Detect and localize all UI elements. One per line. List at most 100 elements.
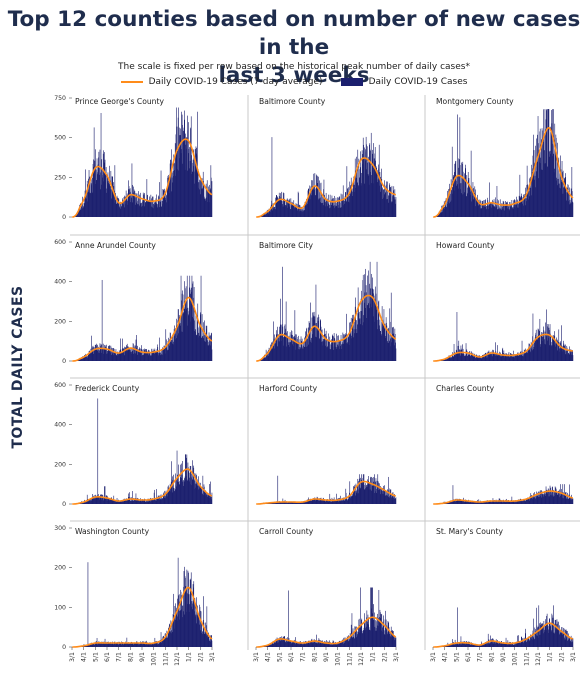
daily-case-bar xyxy=(325,192,327,217)
daily-case-bar xyxy=(503,642,504,647)
daily-case-bar xyxy=(152,498,153,504)
daily-case-bar xyxy=(493,500,494,504)
daily-case-bar xyxy=(156,643,157,647)
daily-case-bar xyxy=(306,643,308,647)
daily-case-bar xyxy=(549,626,551,647)
daily-case-bar xyxy=(200,314,201,361)
daily-case-bar xyxy=(482,203,483,217)
daily-case-bar xyxy=(537,496,539,504)
daily-case-bar xyxy=(482,200,484,217)
daily-case-bar xyxy=(191,485,193,504)
daily-case-bar xyxy=(394,493,395,504)
daily-case-bar xyxy=(123,349,124,361)
daily-case-bar xyxy=(509,355,510,361)
daily-case-bar xyxy=(124,498,125,504)
daily-case-bar xyxy=(509,357,510,361)
daily-case-bar xyxy=(382,489,384,504)
daily-case-bar xyxy=(530,493,532,504)
daily-case-bar xyxy=(277,642,279,647)
daily-case-bar xyxy=(486,644,487,647)
daily-case-bar xyxy=(521,501,522,504)
daily-case-bar xyxy=(208,632,209,647)
x-tick-label: 6/1 xyxy=(288,652,295,662)
daily-case-bar xyxy=(452,356,454,361)
daily-case-bar xyxy=(184,481,185,504)
daily-case-bar xyxy=(515,641,517,647)
daily-case-bar xyxy=(559,351,560,361)
daily-case-bar xyxy=(395,497,397,504)
daily-case-bar xyxy=(533,618,534,647)
daily-case-bar xyxy=(508,642,509,647)
daily-case-bar xyxy=(136,498,138,504)
daily-case-bar xyxy=(522,499,524,504)
daily-case-bar xyxy=(194,483,196,504)
daily-case-bar xyxy=(494,206,496,217)
daily-case-bar xyxy=(570,188,572,217)
daily-case-bar xyxy=(357,149,359,217)
daily-case-bar xyxy=(200,312,201,361)
daily-case-bar xyxy=(530,346,531,361)
daily-case-bar xyxy=(353,636,355,647)
daily-case-bar xyxy=(115,349,117,361)
daily-case-bar xyxy=(192,609,193,647)
daily-case-bar xyxy=(273,206,275,217)
daily-case-bar xyxy=(484,353,485,361)
daily-case-bar xyxy=(292,203,293,217)
x-tick-label: 2/1 xyxy=(197,652,204,662)
daily-case-bar xyxy=(559,634,561,647)
daily-case-bar xyxy=(563,492,564,504)
daily-case-bar xyxy=(298,206,300,217)
daily-case-bar xyxy=(505,355,506,361)
daily-case-bar xyxy=(504,203,506,217)
daily-case-bar xyxy=(362,137,364,217)
daily-case-bar xyxy=(169,490,171,504)
daily-case-bar xyxy=(378,617,380,647)
daily-case-bar xyxy=(353,638,355,647)
daily-case-bar xyxy=(566,192,567,217)
daily-case-bar xyxy=(149,196,150,217)
daily-case-bar xyxy=(386,325,388,361)
daily-case-bar xyxy=(156,640,157,647)
daily-case-bar xyxy=(485,502,487,504)
daily-case-bar xyxy=(177,309,179,361)
daily-case-bar xyxy=(375,620,376,647)
daily-case-bar xyxy=(149,642,150,647)
daily-case-bar xyxy=(99,353,100,361)
daily-case-bar xyxy=(320,320,321,361)
daily-case-bar xyxy=(506,202,508,217)
daily-case-bar xyxy=(548,496,549,504)
daily-case-bar xyxy=(182,290,183,361)
daily-case-bar xyxy=(116,502,117,504)
daily-case-bar xyxy=(162,347,163,361)
daily-case-bar xyxy=(495,206,497,217)
daily-case-bar xyxy=(120,208,121,217)
daily-case-bar xyxy=(474,644,476,647)
daily-case-bar xyxy=(171,177,173,217)
daily-case-bar xyxy=(517,500,519,504)
daily-case-bar xyxy=(481,208,482,217)
daily-case-bar xyxy=(490,639,492,647)
daily-case-bar xyxy=(108,345,110,361)
daily-case-bar xyxy=(120,643,122,647)
daily-case-bar xyxy=(110,499,111,504)
daily-case-bar xyxy=(316,184,317,217)
daily-case-bar xyxy=(362,280,364,361)
daily-case-bar xyxy=(340,642,342,647)
daily-case-bar xyxy=(132,643,134,647)
daily-case-bar xyxy=(154,202,155,217)
daily-case-bar xyxy=(557,621,559,647)
daily-case-bar xyxy=(567,639,569,647)
daily-case-bar xyxy=(331,344,333,361)
daily-case-bar xyxy=(282,326,284,361)
daily-case-bar xyxy=(523,637,525,647)
daily-case-bar xyxy=(314,499,316,504)
daily-case-bar xyxy=(520,355,521,361)
daily-case-bar xyxy=(495,502,496,504)
daily-case-bar xyxy=(342,500,343,504)
daily-case-bar xyxy=(112,643,113,647)
daily-case-bar xyxy=(201,631,203,647)
daily-case-bar xyxy=(474,644,476,647)
daily-case-bar xyxy=(388,627,390,647)
daily-case-bar xyxy=(571,350,573,361)
daily-case-bar xyxy=(459,641,461,647)
